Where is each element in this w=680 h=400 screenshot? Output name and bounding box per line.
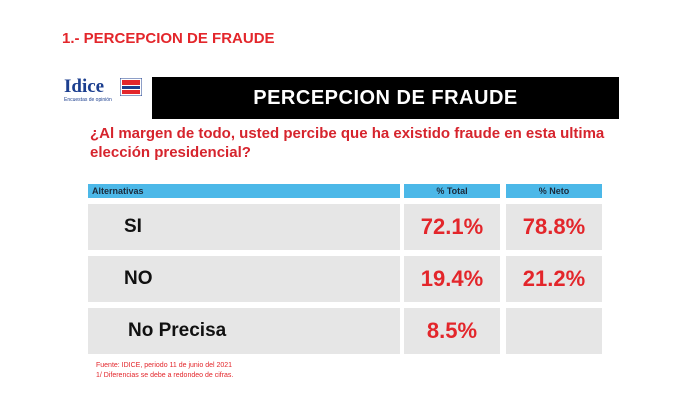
cell-neto-no-precisa — [506, 308, 602, 354]
cell-neto-no: 21.2% — [506, 256, 602, 302]
column-header-neto: % Neto — [506, 184, 602, 198]
logo-wordmark: Idice — [64, 76, 105, 97]
logo-tagline: Encuestas de opinión — [64, 97, 112, 103]
chart-title-banner: PERCEPCION DE FRAUDE — [152, 77, 619, 119]
cell-neto-si: 78.8% — [506, 204, 602, 250]
cell-total-no-precisa: 8.5% — [404, 308, 500, 354]
footnote-source: Fuente: IDICE, periodo 11 de junio del 2… — [96, 362, 233, 369]
row-label-no: NO — [88, 256, 400, 302]
survey-question: ¿Al margen de todo, usted percibe que ha… — [90, 125, 605, 161]
row-label-no-precisa: No Precisa — [88, 308, 400, 354]
column-header-total: % Total — [404, 184, 500, 198]
idice-logo: Idice Encuestas de opinión — [64, 76, 146, 106]
cell-total-si: 72.1% — [404, 204, 500, 250]
logo-flag-icon — [120, 78, 142, 96]
cell-total-no: 19.4% — [404, 256, 500, 302]
row-label-si: SI — [88, 204, 400, 250]
section-title: 1.- PERCEPCION DE FRAUDE — [62, 30, 275, 47]
column-header-alternativas: Alternativas — [88, 184, 400, 198]
footnote-rounding: 1/ Diferencias se debe a redondeo de cif… — [96, 372, 234, 379]
